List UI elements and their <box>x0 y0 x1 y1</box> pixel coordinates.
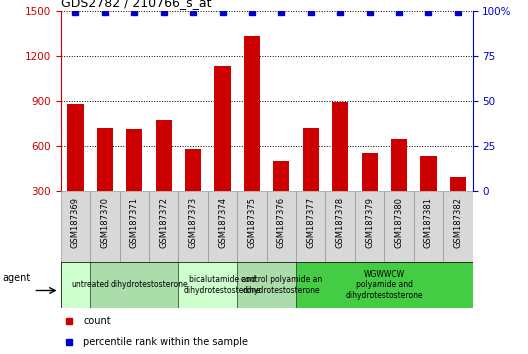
Text: count: count <box>83 316 111 326</box>
Bar <box>119 191 149 262</box>
Bar <box>237 191 267 262</box>
Bar <box>214 66 231 191</box>
Bar <box>237 262 325 308</box>
Bar <box>414 191 443 262</box>
Text: GSM187377: GSM187377 <box>306 197 315 248</box>
Bar <box>126 129 143 191</box>
Text: GSM187372: GSM187372 <box>159 197 168 248</box>
Bar <box>362 153 378 191</box>
Text: GSM187374: GSM187374 <box>218 197 227 248</box>
Bar <box>355 191 384 262</box>
Bar <box>325 191 355 262</box>
Text: dihydrotestosterone: dihydrotestosterone <box>110 280 188 290</box>
Bar <box>68 104 83 191</box>
Text: GSM187371: GSM187371 <box>130 197 139 248</box>
Text: GDS2782 / 210766_s_at: GDS2782 / 210766_s_at <box>61 0 211 10</box>
Bar <box>244 36 260 191</box>
Text: GSM187378: GSM187378 <box>336 197 345 248</box>
Text: GSM187380: GSM187380 <box>394 197 403 248</box>
Bar <box>178 262 267 308</box>
Bar <box>90 191 119 262</box>
Bar <box>420 156 437 191</box>
Text: untreated: untreated <box>71 280 109 290</box>
Bar <box>156 120 172 191</box>
Text: WGWWCW
polyamide and
dihydrotestosterone: WGWWCW polyamide and dihydrotestosterone <box>345 270 423 300</box>
Bar <box>450 177 466 191</box>
Bar <box>208 191 237 262</box>
Text: GSM187370: GSM187370 <box>100 197 109 248</box>
Bar <box>274 161 289 191</box>
Text: GSM187376: GSM187376 <box>277 197 286 248</box>
Bar <box>149 191 178 262</box>
Bar <box>267 191 296 262</box>
Bar <box>443 191 473 262</box>
Text: GSM187381: GSM187381 <box>424 197 433 248</box>
Bar <box>391 138 407 191</box>
Text: GSM187373: GSM187373 <box>188 197 197 248</box>
Bar <box>296 262 473 308</box>
Bar <box>90 262 208 308</box>
Text: GSM187375: GSM187375 <box>248 197 257 248</box>
Bar <box>97 128 113 191</box>
Text: GSM187379: GSM187379 <box>365 197 374 248</box>
Text: GSM187369: GSM187369 <box>71 197 80 248</box>
Bar <box>303 128 319 191</box>
Text: bicalutamide and
dihydrotestosterone: bicalutamide and dihydrotestosterone <box>184 275 261 295</box>
Text: agent: agent <box>3 273 31 283</box>
Bar <box>332 102 348 191</box>
Bar <box>178 191 208 262</box>
Bar <box>185 149 201 191</box>
Bar <box>296 191 325 262</box>
Bar <box>61 191 90 262</box>
Text: GSM187382: GSM187382 <box>454 197 463 248</box>
Bar <box>61 262 119 308</box>
Text: control polyamide an
dihydrotestosterone: control polyamide an dihydrotestosterone <box>241 275 322 295</box>
Bar <box>384 191 414 262</box>
Text: percentile rank within the sample: percentile rank within the sample <box>83 337 248 348</box>
